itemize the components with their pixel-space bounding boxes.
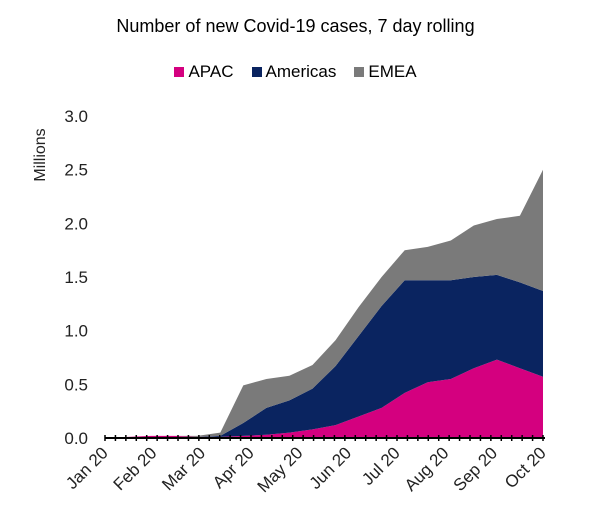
legend-swatch-emea (354, 67, 365, 77)
y-tick-label: 0.0 (64, 429, 88, 448)
x-tick-label: Oct 20 (501, 443, 550, 492)
x-tick-label: May 20 (254, 443, 307, 496)
x-tick-label: Jul 20 (358, 443, 404, 489)
legend: APAC Americas EMEA (0, 62, 591, 82)
series-areas (105, 169, 543, 438)
legend-item-emea: EMEA (354, 62, 417, 82)
legend-label-emea: EMEA (368, 62, 417, 81)
y-tick-label: 2.0 (64, 214, 88, 233)
area-americas (105, 274, 543, 438)
x-tick-label: Apr 20 (209, 443, 258, 492)
area-apac (105, 359, 543, 438)
x-tick-label: Jan 20 (62, 443, 112, 493)
legend-swatch-americas (251, 67, 262, 77)
y-axis-title: Millions (32, 128, 49, 181)
x-tick-label: Feb 20 (110, 443, 161, 494)
y-tick-label: 1.0 (64, 322, 88, 341)
y-tick-label: 0.5 (64, 375, 88, 394)
legend-swatch-apac (174, 67, 185, 77)
chart-title: Number of new Covid-19 cases, 7 day roll… (116, 16, 475, 36)
legend-item-apac: APAC (174, 62, 234, 82)
x-tick-label: Aug 20 (401, 443, 453, 495)
x-tick-label: Sep 20 (450, 443, 502, 495)
legend-label-americas: Americas (265, 62, 337, 81)
y-tick-label: 1.5 (64, 268, 88, 287)
legend-item-americas: Americas (251, 62, 337, 82)
legend-label-apac: APAC (188, 62, 234, 81)
y-tick-label: 2.5 (64, 161, 88, 180)
y-tick-label: 3.0 (64, 107, 88, 126)
x-tick-label: Jun 20 (306, 443, 356, 493)
x-tick-label: Mar 20 (158, 443, 209, 494)
